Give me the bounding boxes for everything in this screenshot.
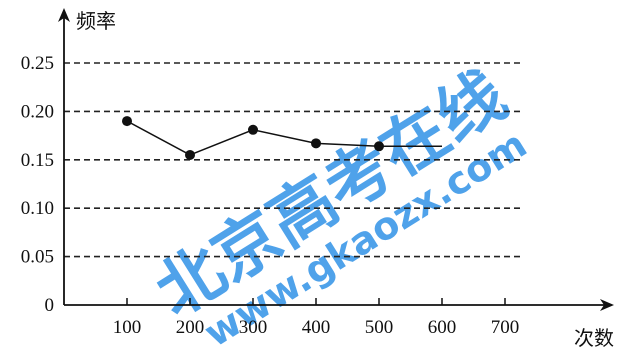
y-tick-labels: 0 0.05 0.10 0.15 0.20 0.25 [21,53,54,316]
x-axis-label: 次数 [574,326,614,350]
x-tick-label: 700 [491,317,520,338]
y-tick-label: 0.10 [21,198,54,219]
x-tick-label: 400 [302,317,331,338]
x-tick-label: 600 [428,317,457,338]
y-tick-label: 0.15 [21,150,54,171]
y-tick-label: 0 [45,295,55,316]
watermark: 北京高考在线 www.gkaozx.com [143,56,535,352]
x-tick-label: 200 [176,317,205,338]
y-tick-label: 0.05 [21,247,54,268]
data-point [311,138,321,149]
y-tick-label: 0.20 [21,101,54,122]
y-tick-label: 0.25 [21,53,54,74]
x-tick-label: 300 [239,317,268,338]
x-axis-arrow [600,299,614,311]
data-point [185,149,195,160]
series [122,116,442,160]
gridlines [64,62,524,258]
x-tick-label: 500 [365,317,394,338]
x-tick-label: 100 [113,317,142,338]
series-line [126,120,442,156]
y-axis-arrow [58,8,70,22]
data-point [248,124,258,135]
y-axis-label: 频率 [76,9,116,33]
data-point [374,141,384,152]
data-point [122,116,132,127]
x-tick-labels: 100 200 300 400 500 600 700 [113,298,520,338]
